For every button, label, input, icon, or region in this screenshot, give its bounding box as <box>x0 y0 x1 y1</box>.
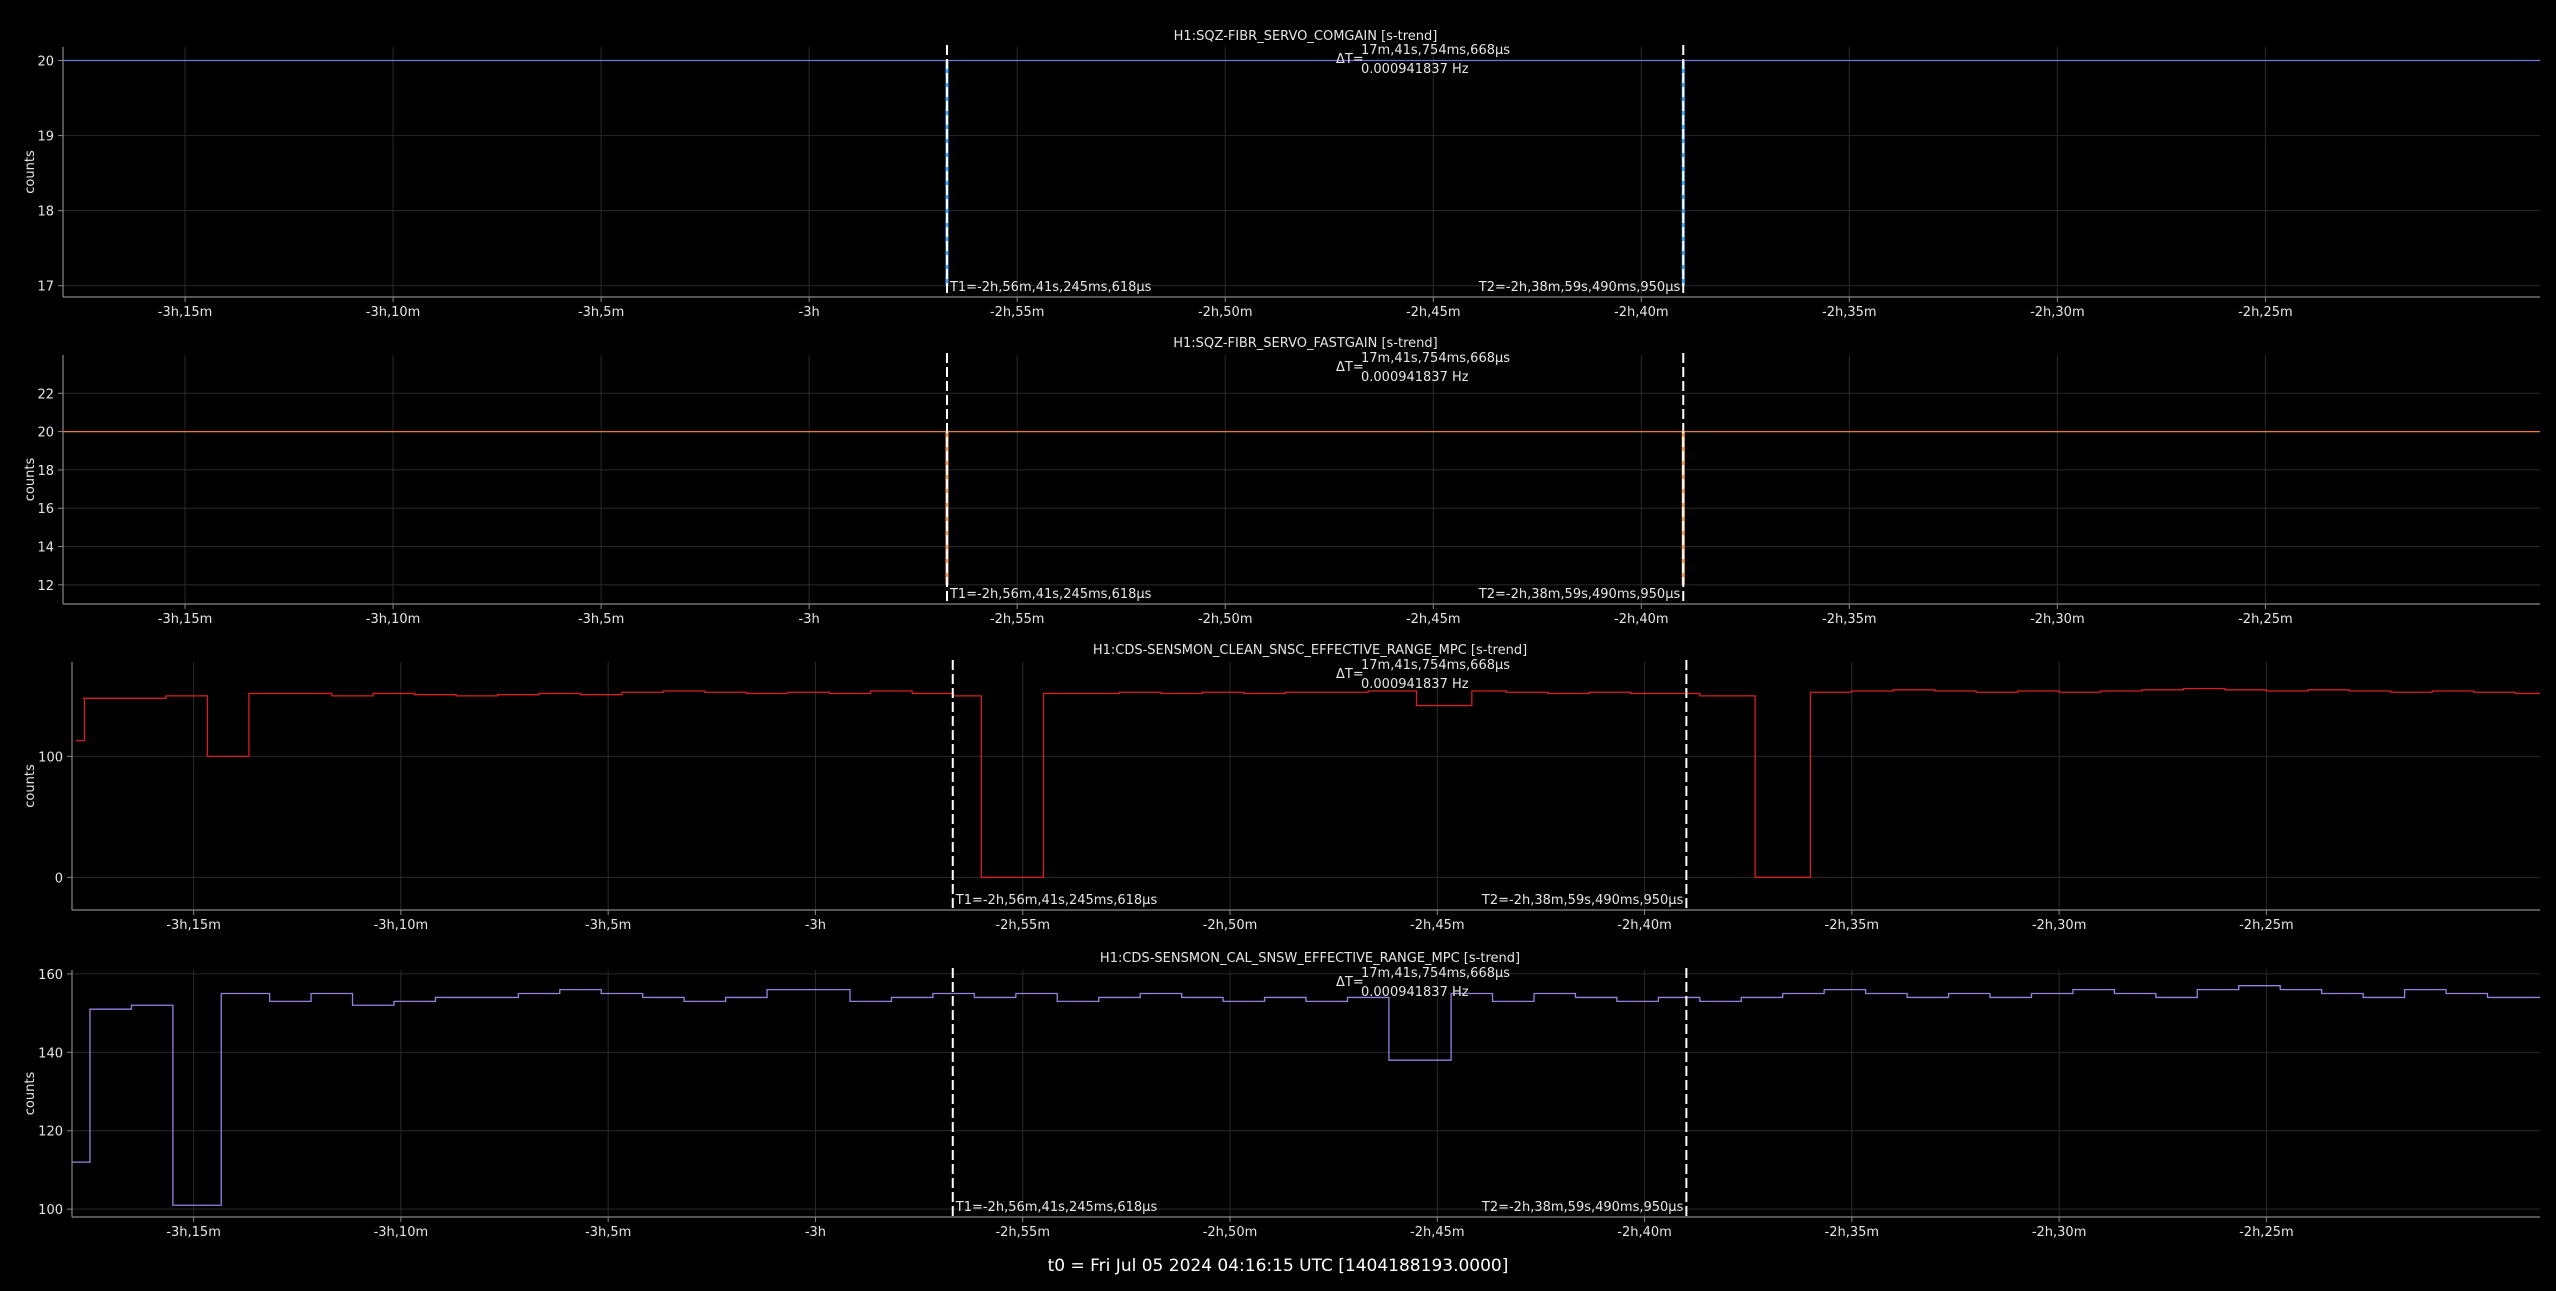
y-tick-label: 22 <box>37 387 54 402</box>
x-tick-label: -3h <box>799 305 820 320</box>
delta-label: ΔT= <box>1336 52 1364 67</box>
cursor-t2-label: T2=-2h,38m,59s,490ms,950µs <box>1478 280 1681 295</box>
y-tick-label: 18 <box>37 464 54 479</box>
panel-title: H1:SQZ-FIBR_SERVO_FASTGAIN [s-trend] <box>1173 336 1438 351</box>
panel-4: H1:CDS-SENSMON_CAL_SNSW_EFFECTIVE_RANGE_… <box>23 951 2540 1240</box>
x-tick-label: -2h,30m <box>2032 918 2087 933</box>
x-tick-label: -3h,10m <box>374 1225 429 1240</box>
delta-time: 17m,41s,754ms,668µs <box>1361 351 1510 366</box>
panel-3: H1:CDS-SENSMON_CLEAN_SNSC_EFFECTIVE_RANG… <box>23 643 2540 933</box>
x-tick-label: -2h,50m <box>1203 1225 1258 1240</box>
cursor-t1-label: T1=-2h,56m,41s,245ms,618µs <box>955 893 1158 908</box>
x-tick-label: -2h,45m <box>1410 1225 1465 1240</box>
x-tick-label: -2h,35m <box>1825 1225 1880 1240</box>
panel-title: H1:CDS-SENSMON_CAL_SNSW_EFFECTIVE_RANGE_… <box>1100 951 1520 966</box>
x-tick-label: -2h,40m <box>1614 612 1669 627</box>
y-axis-label: counts <box>23 1072 38 1116</box>
y-tick-label: 160 <box>38 968 63 983</box>
x-tick-label: -2h,30m <box>2030 305 2085 320</box>
data-series-line <box>72 985 2540 1206</box>
x-tick-label: -3h <box>805 918 826 933</box>
x-tick-label: -3h,5m <box>585 918 631 933</box>
y-tick-label: 20 <box>37 426 54 441</box>
x-tick-label: -2h,35m <box>1825 918 1880 933</box>
x-tick-label: -2h,40m <box>1614 305 1669 320</box>
data-series-line <box>76 687 2540 878</box>
x-tick-label: -3h,10m <box>366 612 421 627</box>
y-axis-label: counts <box>23 458 38 502</box>
y-tick-label: 140 <box>38 1046 63 1061</box>
x-tick-label: -2h,40m <box>1617 1225 1672 1240</box>
x-tick-label: -2h,50m <box>1203 918 1258 933</box>
x-tick-label: -3h,5m <box>578 305 624 320</box>
x-tick-label: -3h,10m <box>374 918 429 933</box>
x-tick-label: -3h,15m <box>158 612 213 627</box>
x-tick-label: -2h,25m <box>2239 918 2294 933</box>
x-tick-label: -2h,35m <box>1822 612 1877 627</box>
delta-time: 17m,41s,754ms,668µs <box>1361 966 1510 981</box>
cursor-t2-label: T2=-2h,38m,59s,490ms,950µs <box>1481 893 1684 908</box>
cursor-t1-label: T1=-2h,56m,41s,245ms,618µs <box>949 587 1152 602</box>
x-tick-label: -3h,10m <box>366 305 421 320</box>
x-tick-label: -2h,55m <box>990 305 1045 320</box>
y-tick-label: 18 <box>37 205 54 220</box>
x-tick-label: -2h,25m <box>2238 305 2293 320</box>
panel-title: H1:SQZ-FIBR_SERVO_COMGAIN [s-trend] <box>1174 29 1438 44</box>
y-axis-label: counts <box>23 150 38 194</box>
delta-time: 17m,41s,754ms,668µs <box>1361 43 1510 58</box>
x-tick-label: -2h,50m <box>1198 305 1253 320</box>
delta-label: ΔT= <box>1336 360 1364 375</box>
y-tick-label: 120 <box>38 1125 63 1140</box>
panel-title: H1:CDS-SENSMON_CLEAN_SNSC_EFFECTIVE_RANG… <box>1093 643 1527 658</box>
cursor-t1-label: T1=-2h,56m,41s,245ms,618µs <box>949 280 1152 295</box>
cursor-t1-label: T1=-2h,56m,41s,245ms,618µs <box>955 1200 1158 1215</box>
x-tick-label: -2h,55m <box>995 918 1050 933</box>
y-tick-label: 100 <box>38 750 63 765</box>
t0-footer: t0 = Fri Jul 05 2024 04:16:15 UTC [14041… <box>1047 1256 1509 1276</box>
x-tick-label: -3h,15m <box>158 305 213 320</box>
delta-label: ΔT= <box>1336 667 1364 682</box>
y-tick-label: 20 <box>37 55 54 70</box>
delta-frequency: 0.000941837 Hz <box>1361 985 1469 1000</box>
y-tick-label: 0 <box>55 871 63 886</box>
y-tick-label: 17 <box>37 280 54 295</box>
y-tick-label: 14 <box>37 541 54 556</box>
x-tick-label: -2h,45m <box>1410 918 1465 933</box>
x-tick-label: -3h,5m <box>585 1225 631 1240</box>
delta-frequency: 0.000941837 Hz <box>1361 370 1469 385</box>
delta-label: ΔT= <box>1336 975 1364 990</box>
delta-frequency: 0.000941837 Hz <box>1361 62 1469 77</box>
x-tick-label: -2h,30m <box>2032 1225 2087 1240</box>
x-tick-label: -3h,5m <box>578 612 624 627</box>
x-tick-label: -2h,25m <box>2238 612 2293 627</box>
x-tick-label: -2h,30m <box>2030 612 2085 627</box>
x-tick-label: -2h,45m <box>1406 612 1461 627</box>
panel-1: H1:SQZ-FIBR_SERVO_COMGAIN [s-trend] count… <box>23 29 2540 320</box>
x-tick-label: -2h,40m <box>1617 918 1672 933</box>
delta-time: 17m,41s,754ms,668µs <box>1361 658 1510 673</box>
x-tick-label: -3h,15m <box>166 918 221 933</box>
x-tick-label: -2h,25m <box>2239 1225 2294 1240</box>
cursor-t2-label: T2=-2h,38m,59s,490ms,950µs <box>1478 587 1681 602</box>
y-tick-label: 19 <box>37 130 54 145</box>
x-tick-label: -3h <box>799 612 820 627</box>
x-tick-label: -2h,50m <box>1198 612 1253 627</box>
x-tick-label: -2h,55m <box>990 612 1045 627</box>
y-tick-label: 100 <box>38 1203 63 1218</box>
x-tick-label: -2h,45m <box>1406 305 1461 320</box>
cursor-t2-label: T2=-2h,38m,59s,490ms,950µs <box>1481 1200 1684 1215</box>
x-tick-label: -3h <box>805 1225 826 1240</box>
x-tick-label: -2h,55m <box>995 1225 1050 1240</box>
panel-2: H1:SQZ-FIBR_SERVO_FASTGAIN [s-trend] coun… <box>23 336 2540 627</box>
y-axis-label: counts <box>23 764 38 808</box>
delta-frequency: 0.000941837 Hz <box>1361 677 1469 692</box>
y-tick-label: 16 <box>37 502 54 517</box>
y-tick-label: 12 <box>37 579 54 594</box>
x-tick-label: -3h,15m <box>166 1225 221 1240</box>
x-tick-label: -2h,35m <box>1822 305 1877 320</box>
